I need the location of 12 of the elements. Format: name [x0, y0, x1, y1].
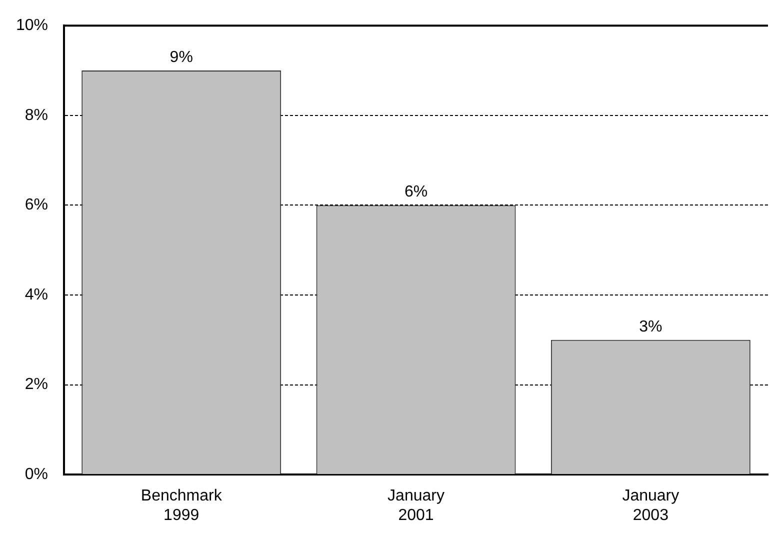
data-label: 6%: [404, 184, 428, 201]
y-tick-label: 6%: [24, 196, 48, 214]
y-tick-label: 0%: [24, 466, 48, 484]
y-tick-label: 2%: [24, 376, 48, 394]
x-tick-label: January 2001: [388, 488, 444, 524]
data-label: 3%: [639, 318, 662, 336]
y-tick-label: 8%: [24, 106, 48, 124]
y-tick-label: 4%: [24, 286, 48, 304]
x-tick-label: January 2003: [622, 488, 680, 524]
data-label: 9%: [170, 48, 193, 66]
y-tick-label: 10%: [16, 17, 48, 34]
x-tick-label: Benchmark 1999: [140, 488, 223, 524]
